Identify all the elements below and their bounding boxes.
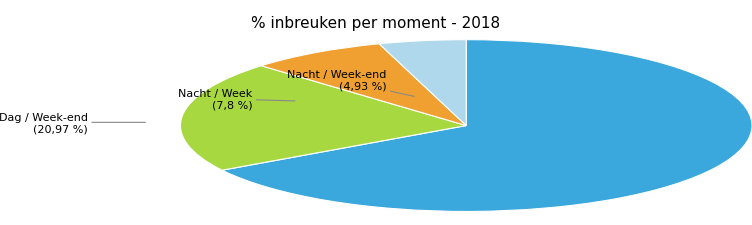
Text: Dag / Week-end
(20,97 %): Dag / Week-end (20,97 %) bbox=[0, 112, 145, 133]
Text: Nacht / Week
(7,8 %): Nacht / Week (7,8 %) bbox=[178, 88, 295, 110]
Text: % inbreuken per moment - 2018: % inbreuken per moment - 2018 bbox=[251, 16, 501, 31]
Wedge shape bbox=[222, 40, 752, 212]
Wedge shape bbox=[261, 45, 466, 126]
Wedge shape bbox=[180, 66, 466, 171]
Text: Dag / Week
(66,29 %): Dag / Week (66,29 %) bbox=[0, 224, 1, 225]
Wedge shape bbox=[379, 40, 466, 126]
Text: Nacht / Week-end
(4,93 %): Nacht / Week-end (4,93 %) bbox=[287, 69, 414, 97]
